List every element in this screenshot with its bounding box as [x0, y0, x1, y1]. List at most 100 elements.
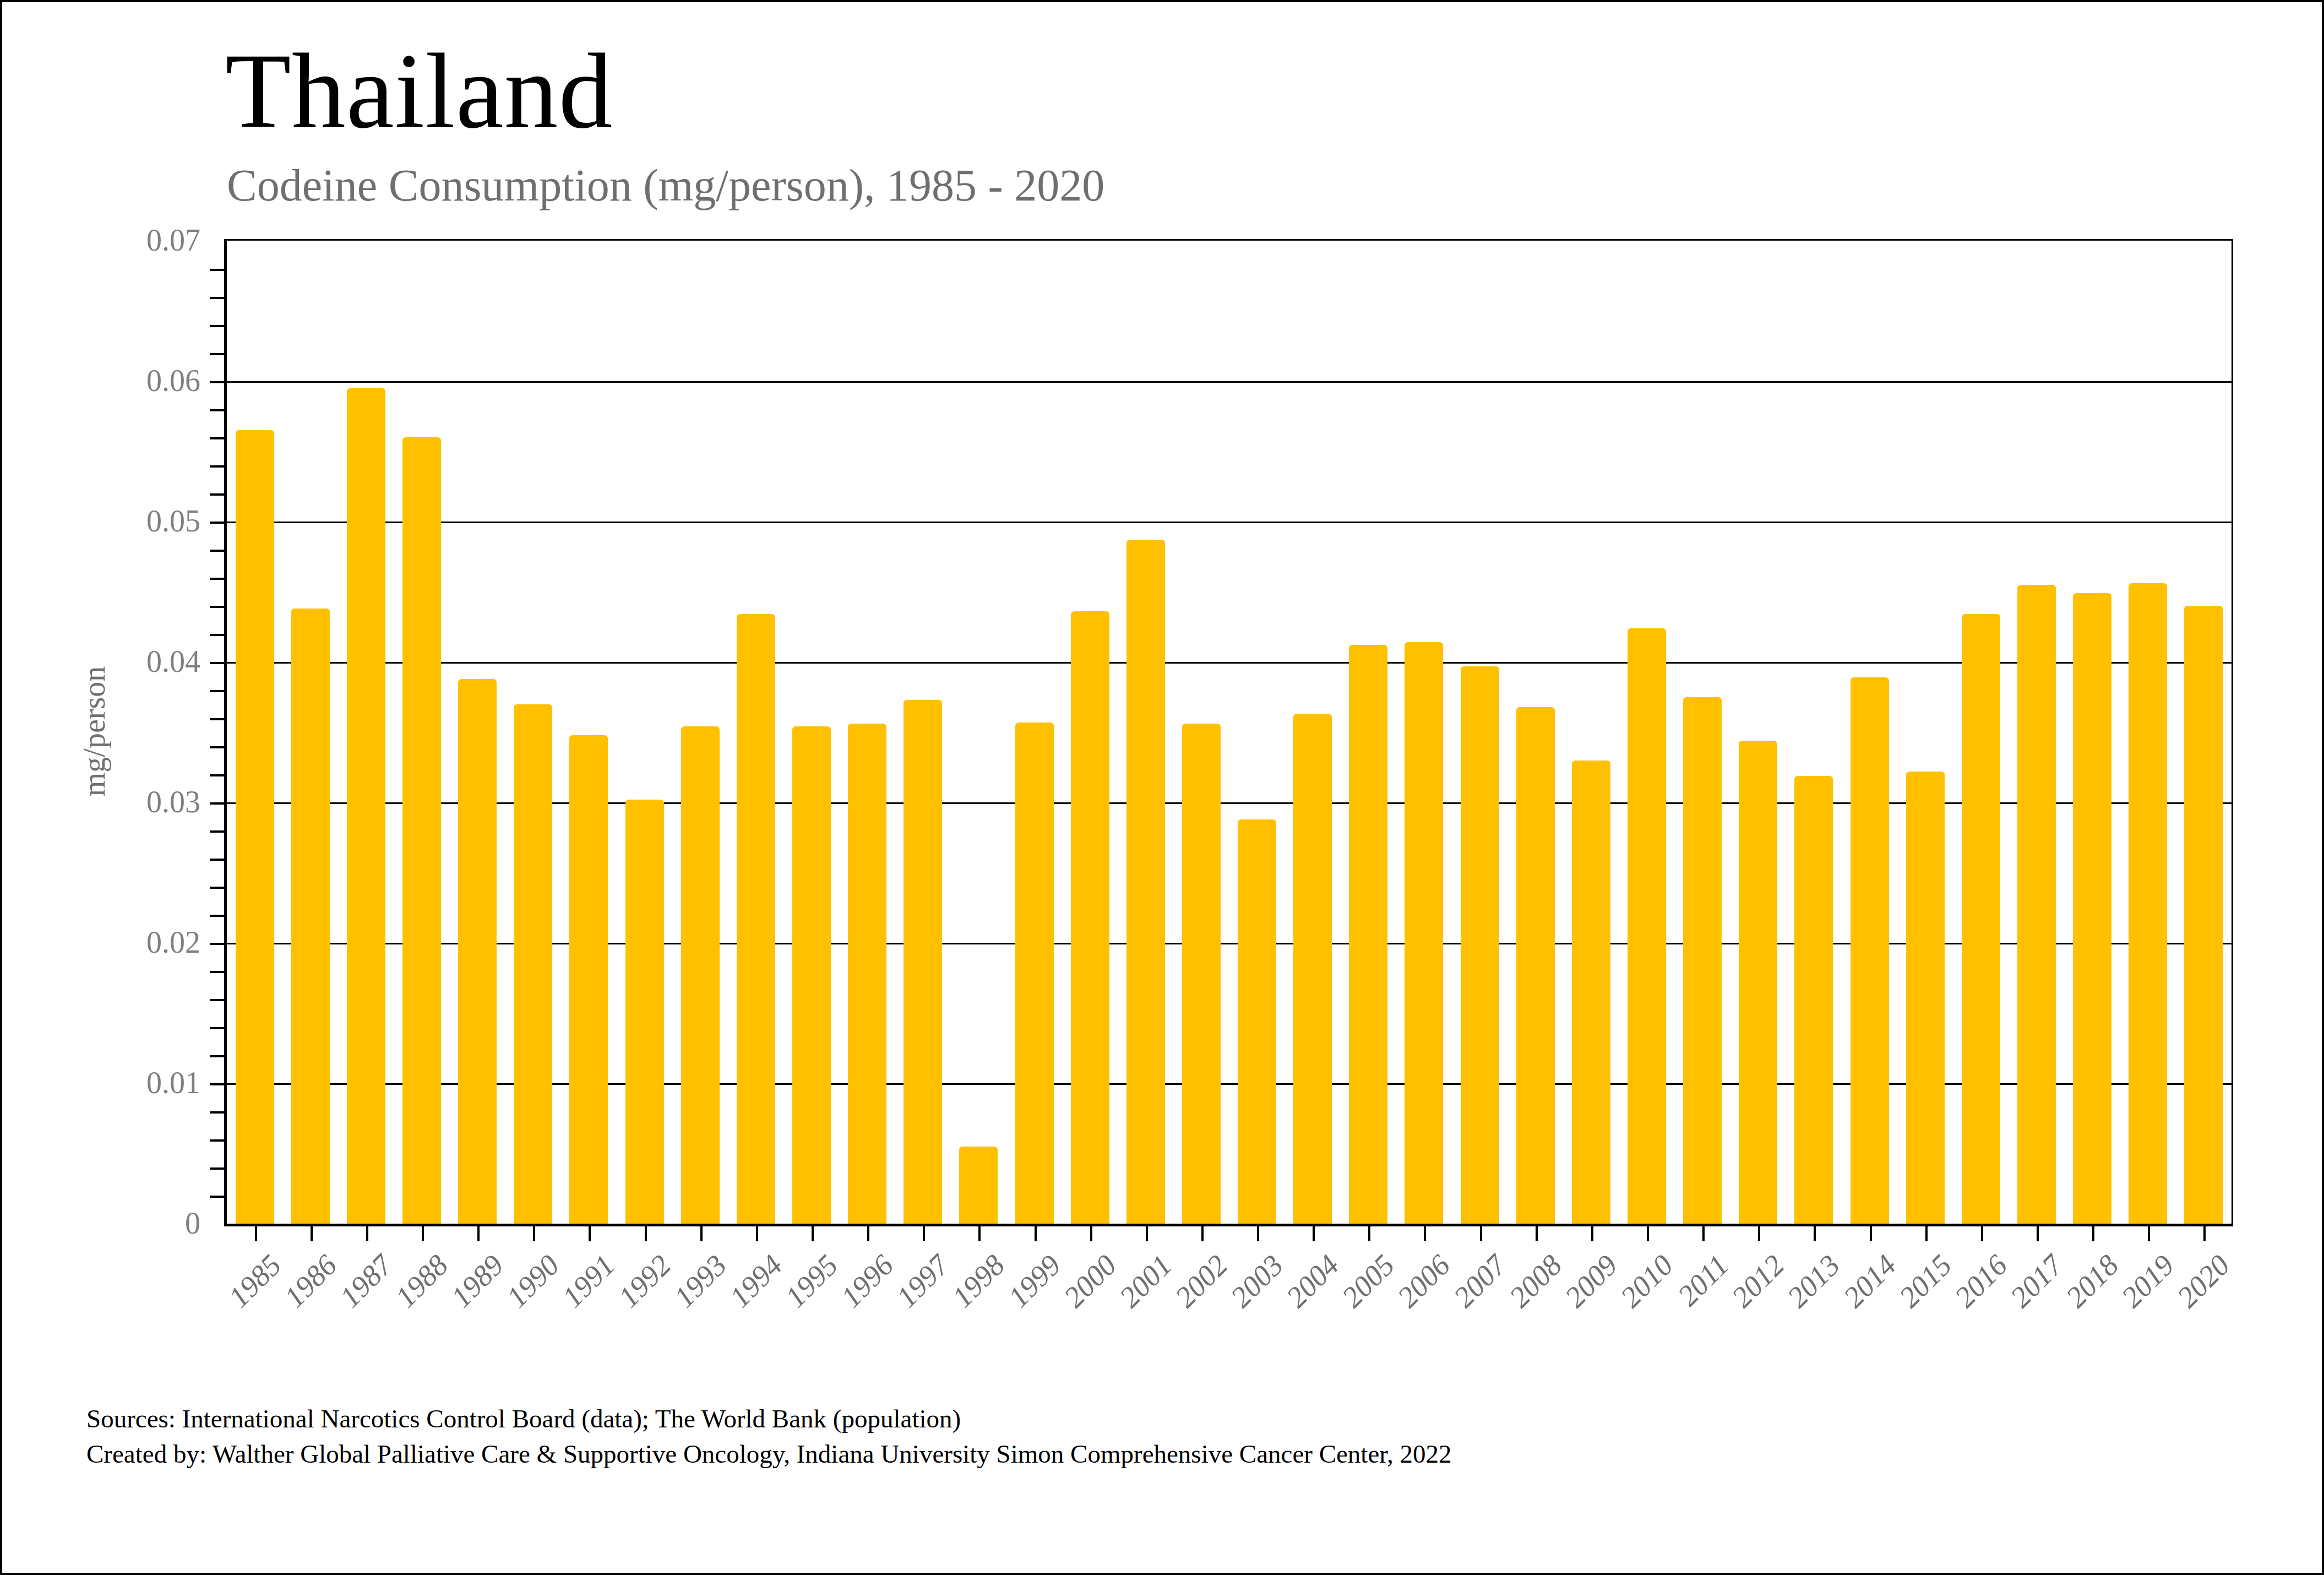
y-axis-tick: [210, 746, 224, 748]
x-axis-tick: [1035, 1224, 1037, 1241]
bar-1987: [347, 388, 385, 1224]
bar-2017: [2017, 585, 2056, 1224]
bar-1993: [681, 726, 720, 1224]
chart-subtitle: Codeine Consumption (mg/person), 1985 - …: [227, 160, 1104, 211]
y-axis-tick: [210, 465, 224, 468]
x-axis-tick: [1313, 1224, 1315, 1241]
x-axis-tick: [1758, 1224, 1760, 1241]
y-axis-tick: [210, 718, 224, 720]
bar-2004: [1293, 714, 1332, 1224]
x-axis-tick: [589, 1224, 591, 1241]
bar-1995: [792, 726, 831, 1224]
bar-2008: [1516, 707, 1555, 1224]
x-axis-tick: [1090, 1224, 1092, 1241]
bar-1996: [848, 724, 886, 1224]
bar-2016: [1962, 614, 2000, 1224]
y-axis-tick: [210, 690, 224, 692]
y-axis-tick: [210, 1083, 224, 1085]
x-axis-tick: [1814, 1224, 1816, 1241]
gridline: [227, 662, 2232, 664]
x-axis-tick: [923, 1224, 925, 1241]
y-axis-tick: [210, 802, 224, 805]
y-tick-label: 0.02: [68, 925, 200, 959]
y-axis-title: mg/person: [77, 621, 112, 841]
bar-2002: [1182, 724, 1221, 1224]
y-axis-tick: [210, 522, 224, 524]
x-axis-tick: [812, 1224, 814, 1241]
x-axis-tick: [1257, 1224, 1259, 1241]
y-axis-tick: [210, 297, 224, 299]
bar-1997: [904, 700, 942, 1224]
x-axis-tick: [1647, 1224, 1649, 1241]
x-axis-tick: [1591, 1224, 1593, 1241]
y-axis-tick: [210, 943, 224, 945]
bar-2014: [1851, 677, 1889, 1224]
y-axis-tick: [210, 830, 224, 833]
y-axis-tick: [210, 325, 224, 327]
bar-2006: [1405, 642, 1443, 1224]
plot-area: [224, 239, 2233, 1226]
x-axis-tick: [1424, 1224, 1426, 1241]
x-axis-tick: [311, 1224, 313, 1241]
x-axis-tick: [1870, 1224, 1872, 1241]
y-axis-tick: [210, 269, 224, 271]
x-axis-tick: [645, 1224, 647, 1241]
x-axis-tick: [2037, 1224, 2039, 1241]
chart-title: Thailand: [225, 29, 613, 153]
y-axis-tick: [210, 1027, 224, 1029]
y-axis-tick: [210, 634, 224, 636]
source-note: Sources: International Narcotics Control…: [86, 1401, 1452, 1471]
x-axis-tick: [1925, 1224, 1928, 1241]
y-axis-tick: [210, 1139, 224, 1142]
bar-1989: [458, 679, 497, 1224]
y-axis-tick: [210, 971, 224, 973]
bar-2015: [1906, 772, 1945, 1224]
y-axis-tick: [210, 606, 224, 608]
y-tick-label: 0.07: [68, 223, 200, 257]
bar-2005: [1349, 645, 1387, 1224]
y-axis-tick: [210, 381, 224, 383]
gridline: [227, 381, 2232, 383]
bar-1999: [1015, 723, 1054, 1224]
y-tick-label: 0.06: [68, 363, 200, 398]
bar-2001: [1126, 540, 1165, 1224]
x-axis-tick: [700, 1224, 703, 1241]
x-axis-tick: [1702, 1224, 1705, 1241]
y-axis-tick: [210, 550, 224, 552]
y-axis-tick: [210, 859, 224, 861]
bar-1990: [514, 704, 552, 1224]
y-axis-tick: [210, 662, 224, 664]
y-axis-tick: [210, 493, 224, 496]
bar-2003: [1238, 819, 1276, 1224]
bar-2010: [1628, 628, 1666, 1224]
y-axis-tick: [210, 915, 224, 917]
x-axis-tick: [1201, 1224, 1204, 1241]
x-axis-tick: [1480, 1224, 1482, 1241]
bar-1991: [569, 735, 608, 1224]
bar-2012: [1739, 741, 1777, 1224]
x-tick-label: 2020: [2026, 1248, 2213, 1281]
y-axis-tick: [210, 578, 224, 580]
y-axis-tick: [210, 1111, 224, 1114]
x-axis-tick: [2203, 1224, 2206, 1241]
bar-1998: [959, 1147, 998, 1224]
x-axis-tick: [1536, 1224, 1538, 1241]
y-tick-label: 0.01: [68, 1066, 200, 1100]
x-axis-tick: [1146, 1224, 1148, 1241]
x-axis-tick: [255, 1224, 257, 1241]
bar-2018: [2073, 593, 2111, 1224]
source-line-1: Sources: International Narcotics Control…: [86, 1401, 1452, 1436]
bar-1985: [236, 430, 274, 1224]
bar-2020: [2184, 606, 2223, 1224]
x-axis-tick: [422, 1224, 424, 1241]
x-axis-tick: [477, 1224, 480, 1241]
source-line-2: Created by: Walther Global Palliative Ca…: [86, 1436, 1452, 1471]
y-axis-tick: [210, 353, 224, 355]
x-axis-tick: [978, 1224, 981, 1241]
x-axis-tick: [2148, 1224, 2150, 1241]
x-axis-tick: [756, 1224, 758, 1241]
bar-2007: [1461, 666, 1499, 1224]
gridline: [227, 522, 2232, 523]
y-axis-tick: [210, 999, 224, 1001]
bar-2011: [1683, 697, 1722, 1224]
